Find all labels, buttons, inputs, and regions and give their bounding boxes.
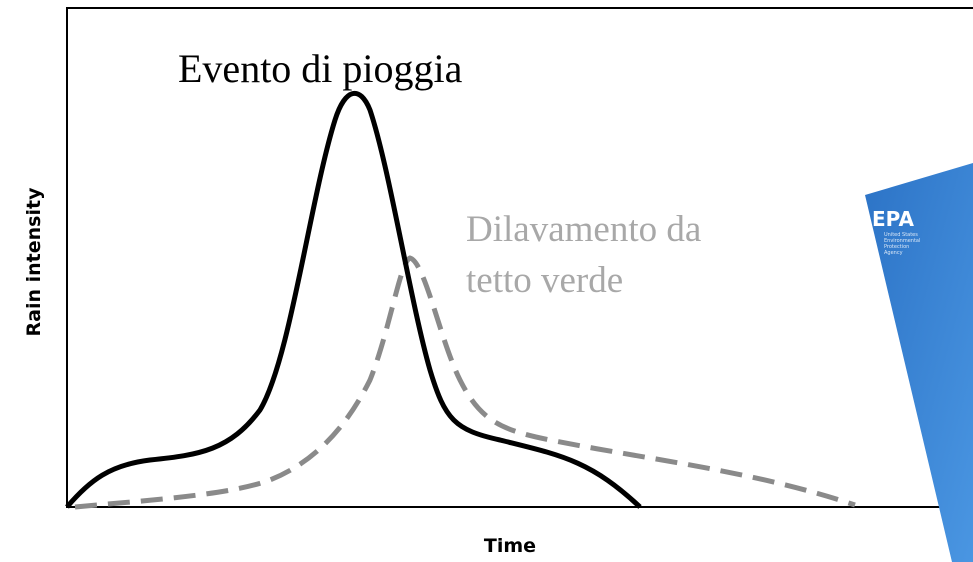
runoff-label: Dilavamento da xyxy=(466,209,701,250)
epa-logo: EPA xyxy=(872,207,914,231)
y-axis-label: Rain intensity xyxy=(23,187,45,337)
diagram: EPA United States Environmental Protecti… xyxy=(0,0,973,562)
runoff-label: tetto verde xyxy=(466,260,623,301)
agency-line: Agency xyxy=(884,250,903,256)
x-axis-label: Time xyxy=(484,535,536,557)
title: Evento di pioggia xyxy=(178,46,463,91)
